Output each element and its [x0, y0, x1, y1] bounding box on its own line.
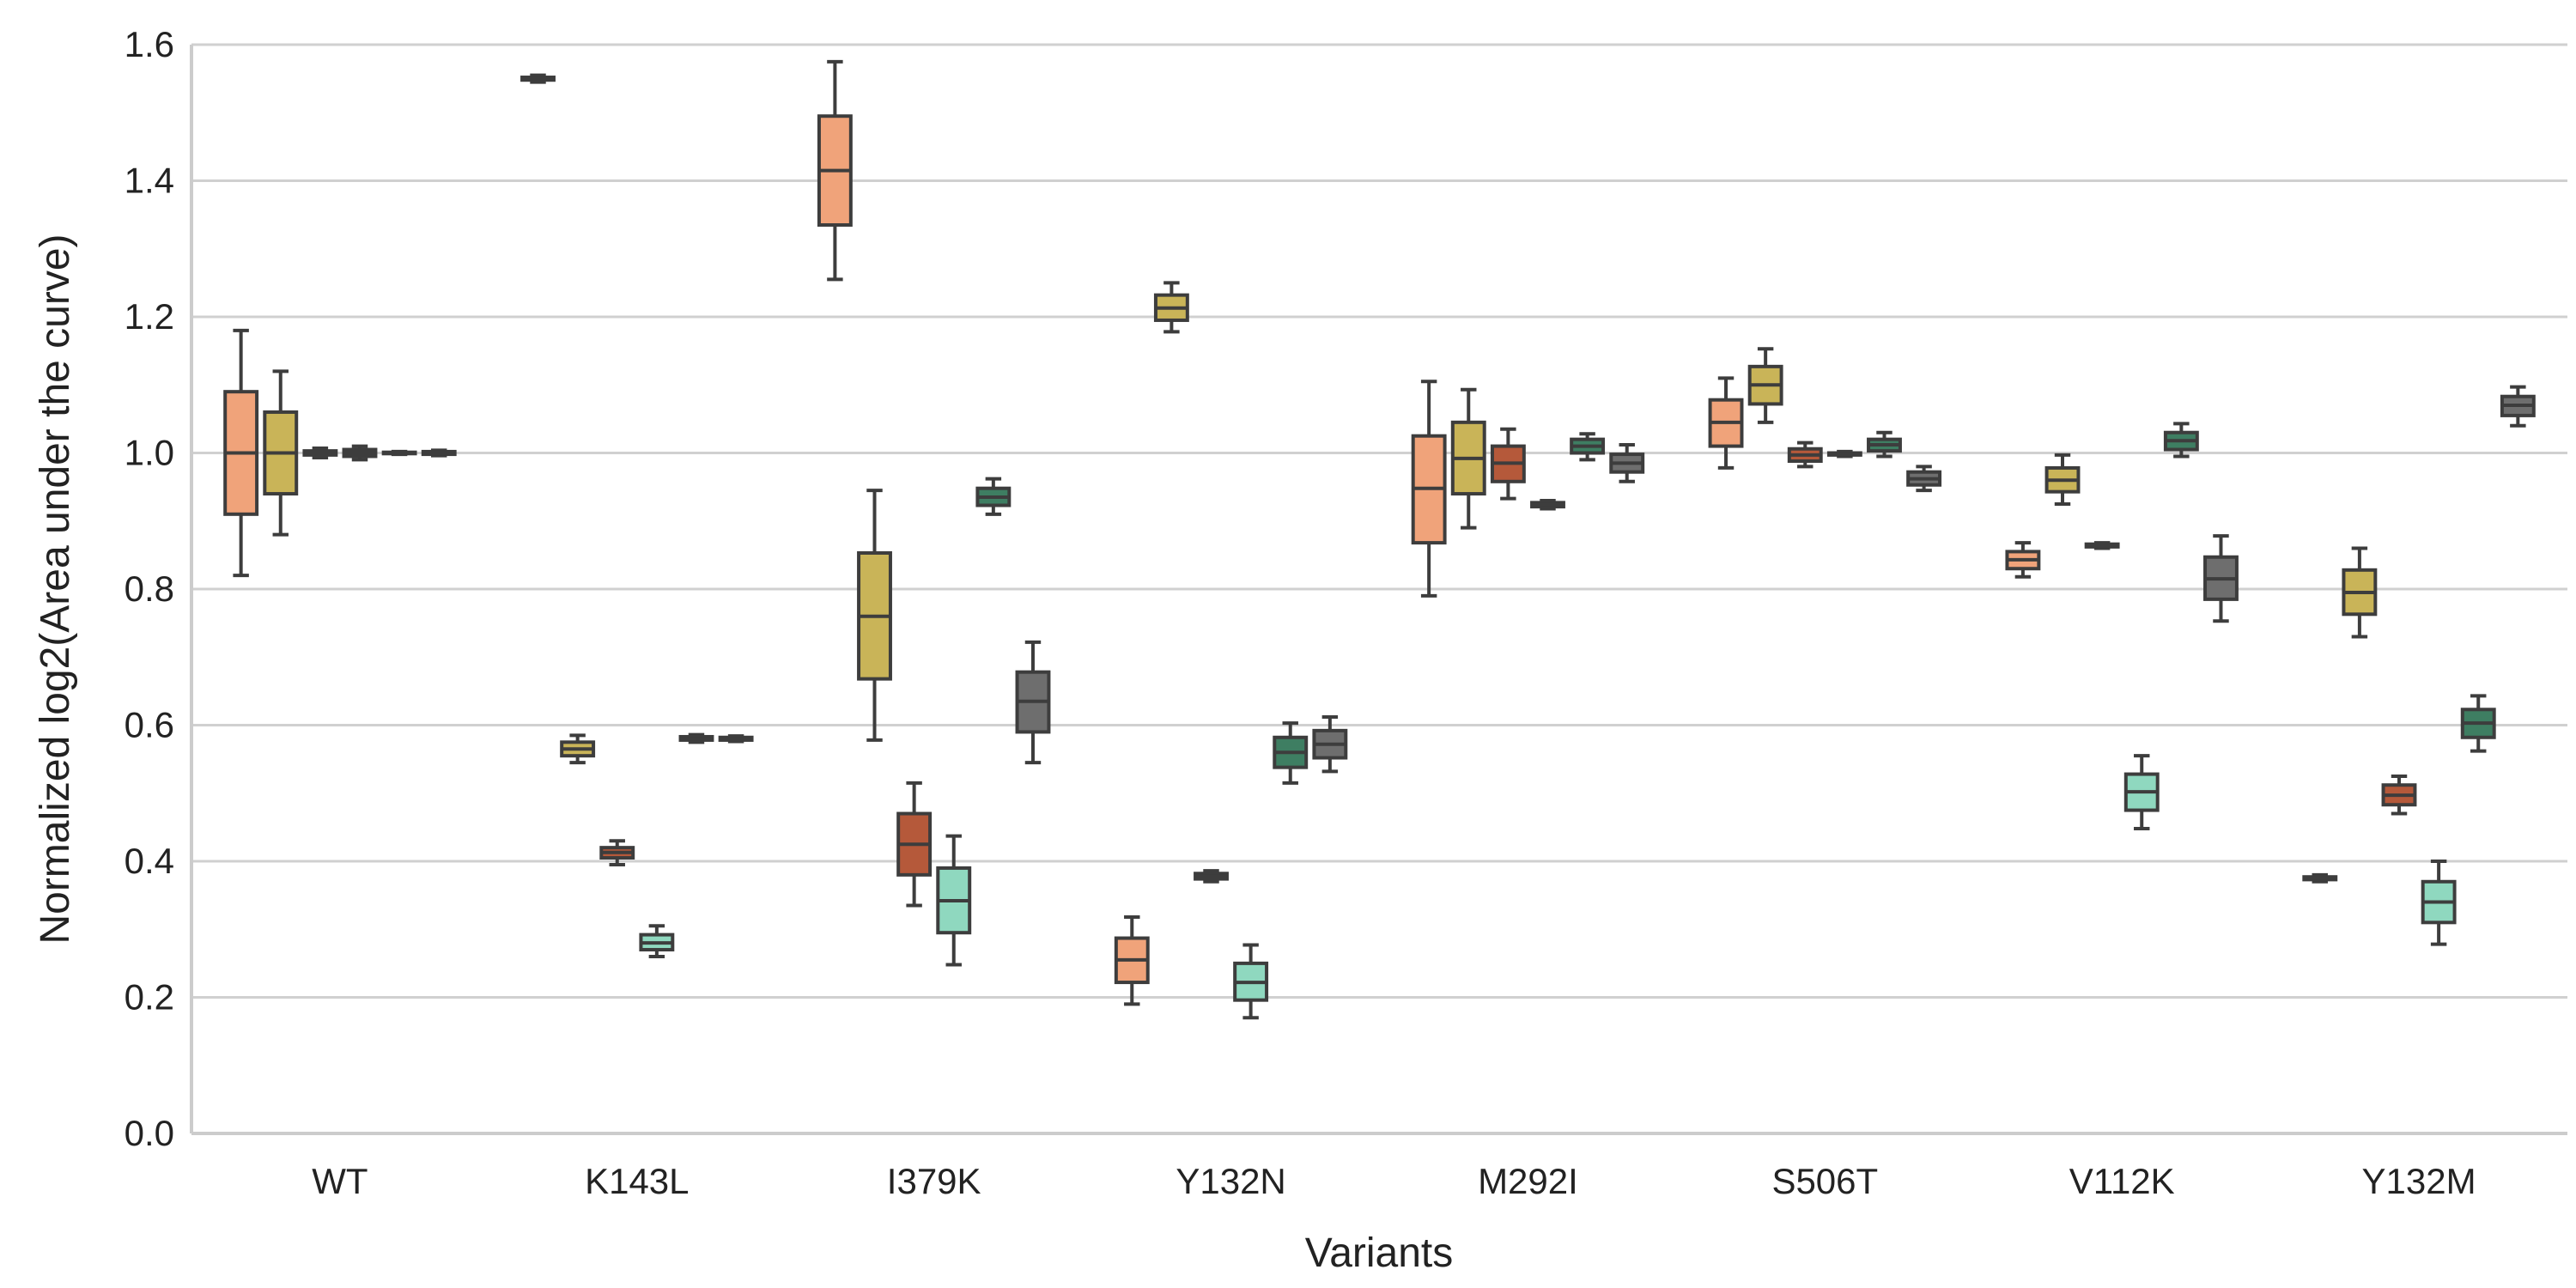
box-i379k-5: [1015, 640, 1051, 765]
y-tick-label: 0.6: [125, 705, 174, 745]
box-v112k-3: [2123, 754, 2160, 830]
box-wt-0: [223, 328, 259, 578]
box-y132n-2: [1194, 869, 1229, 884]
box-m292i-4: [1570, 432, 1606, 462]
axes: [190, 45, 2567, 1135]
box-k143l-4: [678, 732, 714, 744]
x-tick-label: M292I: [1478, 1161, 1578, 1201]
x-tick-label: WT: [312, 1161, 368, 1201]
box-s506t-2: [1787, 440, 1823, 469]
box-y132n-3: [1233, 943, 1269, 1020]
box-wt-3: [342, 444, 378, 462]
boxes: [223, 59, 2536, 1020]
box-s506t-0: [1708, 376, 1744, 470]
box-v112k-4: [2163, 422, 2199, 459]
box-s506t-5: [1906, 465, 1942, 493]
y-tick-label: 0.8: [125, 568, 174, 609]
y-axis-label: Normalized log2(Area under the curve): [33, 234, 78, 944]
y-tick-label: 0.0: [125, 1113, 174, 1153]
box-i379k-4: [975, 477, 1012, 516]
y-tick-label: 0.2: [125, 977, 174, 1018]
y-tick-label: 0.4: [125, 841, 174, 881]
y-tick-label: 1.0: [125, 433, 174, 473]
x-tick-label: Y132N: [1176, 1161, 1285, 1201]
x-tick-labels: WT K143L I379K Y132N M292I S506T V112K Y132M: [312, 1161, 2476, 1201]
box-k143l-0: [520, 73, 556, 84]
box-m292i-1: [1450, 387, 1486, 530]
box-y132m-0: [2302, 872, 2338, 884]
box-wt-5: [421, 448, 457, 458]
box-wt-4: [381, 449, 417, 457]
gridlines: [191, 43, 2567, 999]
box-v112k-5: [2203, 534, 2239, 623]
box-v112k-0: [2005, 541, 2041, 579]
box-y132m-2: [2381, 774, 2417, 816]
y-tick-label: 1.2: [125, 296, 174, 337]
box-y132n-1: [1153, 281, 1189, 334]
box-y132n-4: [1273, 721, 1309, 785]
box-i379k-2: [896, 781, 933, 908]
x-tick-label: V112K: [2069, 1161, 2175, 1201]
box-m292i-5: [1609, 442, 1645, 483]
box-s506t-1: [1747, 347, 1783, 424]
box-v112k-1: [2044, 453, 2081, 506]
box-m292i-2: [1490, 427, 1526, 501]
box-wt-1: [263, 369, 299, 537]
box-wt-2: [302, 446, 338, 460]
x-tick-label: I379K: [887, 1161, 981, 1201]
box-k143l-2: [599, 839, 635, 866]
box-y132m-4: [2460, 694, 2496, 753]
x-tick-label: S506T: [1771, 1161, 1878, 1201]
box-y132m-3: [2421, 860, 2457, 946]
box-m292i-0: [1411, 380, 1447, 598]
x-axis-label: Variants: [1305, 1230, 1454, 1276]
box-i379k-0: [817, 59, 853, 282]
box-k143l-5: [718, 734, 754, 744]
x-tick-label: K143L: [585, 1161, 689, 1201]
box-s506t-4: [1867, 430, 1902, 459]
box-k143l-3: [639, 924, 675, 958]
box-v112k-2: [2084, 541, 2120, 550]
box-s506t-3: [1826, 449, 1862, 459]
y-tick-label: 1.6: [125, 24, 174, 64]
y-tick-label: 1.4: [125, 161, 174, 201]
box-i379k-1: [857, 489, 892, 742]
box-k143l-1: [560, 733, 596, 765]
box-y132m-5: [2500, 385, 2536, 428]
x-tick-label: Y132M: [2362, 1161, 2476, 1201]
box-i379k-3: [936, 834, 972, 967]
y-tick-labels: 0.0 0.2 0.4 0.6 0.8 1.0 1.2 1.4 1.6: [125, 24, 174, 1153]
box-y132m-1: [2342, 546, 2378, 639]
box-m292i-3: [1530, 498, 1565, 511]
box-y132n-5: [1312, 714, 1348, 774]
box-y132n-0: [1114, 914, 1150, 1006]
